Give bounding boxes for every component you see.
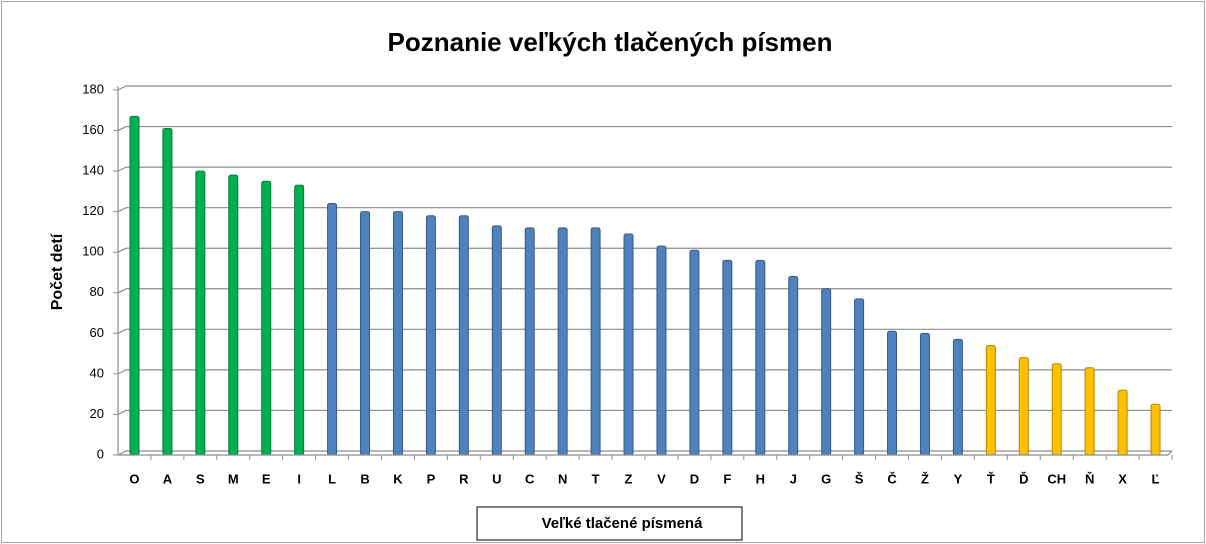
grid-line-depth [117,450,127,456]
bar [557,227,568,456]
bar [1051,363,1062,456]
x-tick-label: V [657,471,666,486]
x-tick-label: I [297,471,301,486]
legend-box [476,506,743,541]
x-tick-label: C [525,471,535,486]
x-axis-depth [1167,450,1173,456]
x-tick-label: F [723,471,731,486]
bar [360,211,371,456]
x-tick-label: Ž [921,471,929,486]
bar [590,227,601,456]
bar [491,225,502,456]
x-tick-label: X [1118,471,1127,486]
bar [1117,389,1128,456]
chart-title: Poznanie veľkých tlačených písmen [388,27,833,57]
bar [854,298,865,456]
bar [1084,367,1095,456]
x-tick-label: K [393,471,403,486]
grid-line-depth [117,328,127,334]
bar [458,215,469,456]
bar [162,128,173,456]
x-tick-label: U [492,471,501,486]
bar [689,249,700,456]
grid-line-depth [117,288,127,294]
bar [524,227,535,456]
x-tick-label: N [558,471,567,486]
grid-line-depth [117,409,127,415]
y-tick-label: 0 [97,446,104,461]
bar [919,332,930,456]
x-tick-label: J [790,471,797,486]
x-tick-label: G [821,471,831,486]
bar [1150,403,1161,456]
x-tick-label: Š [855,471,864,486]
y-axis-label: Počet detí [49,233,66,310]
bar [821,288,832,456]
x-tick-label: Z [625,471,633,486]
x-tick-label: Ľ [1152,471,1160,486]
bar [788,276,799,456]
grid-line-depth [117,166,127,172]
bar [425,215,436,456]
bar [722,259,733,456]
x-tick-label: O [129,471,139,486]
bar [985,345,996,456]
x-tick-label: Ň [1085,471,1094,486]
x-tick-label: D [690,471,699,486]
y-tick-label: 120 [82,203,104,218]
x-tick-label: E [262,471,271,486]
bar [294,184,305,456]
y-tick-label: 60 [90,325,104,340]
y-tick-label: 100 [82,244,104,259]
y-tick-label: 80 [90,284,104,299]
x-tick-label: B [360,471,369,486]
bar [656,245,667,456]
y-tick-label: 180 [82,81,104,96]
x-tick-label: T [592,471,600,486]
bar [623,233,634,456]
x-tick-label: Č [887,471,897,486]
grid-line-depth [117,126,127,132]
grid-line-depth [117,369,127,375]
x-tick-label: CH [1047,471,1066,486]
x-tick-label: Ď [1019,471,1028,486]
y-tick-label: 140 [82,163,104,178]
x-tick-label: P [427,471,436,486]
x-tick-label: M [228,471,239,486]
x-tick-label: A [163,471,173,486]
x-tick-label: S [196,471,205,486]
bar [755,259,766,456]
x-tick-label: H [756,471,765,486]
x-tick-label: L [328,471,336,486]
bar [1018,357,1029,456]
x-axis-label: Veľké tlačené písmená [542,515,704,532]
grid-line-depth [117,247,127,253]
bar [887,330,898,456]
bar [327,203,338,456]
bar [952,338,963,456]
grid-line-depth [117,207,127,213]
bar [392,211,403,456]
bar [129,115,140,456]
grid-line-depth [117,85,127,91]
y-tick-label: 20 [90,406,104,421]
y-tick-label: 40 [90,365,104,380]
bar [261,180,272,456]
bar [195,170,206,456]
x-tick-label: R [459,471,469,486]
bar [228,174,239,456]
y-tick-label: 160 [82,122,104,137]
x-tick-label: Ť [987,471,995,486]
x-tick-label: Y [954,471,963,486]
